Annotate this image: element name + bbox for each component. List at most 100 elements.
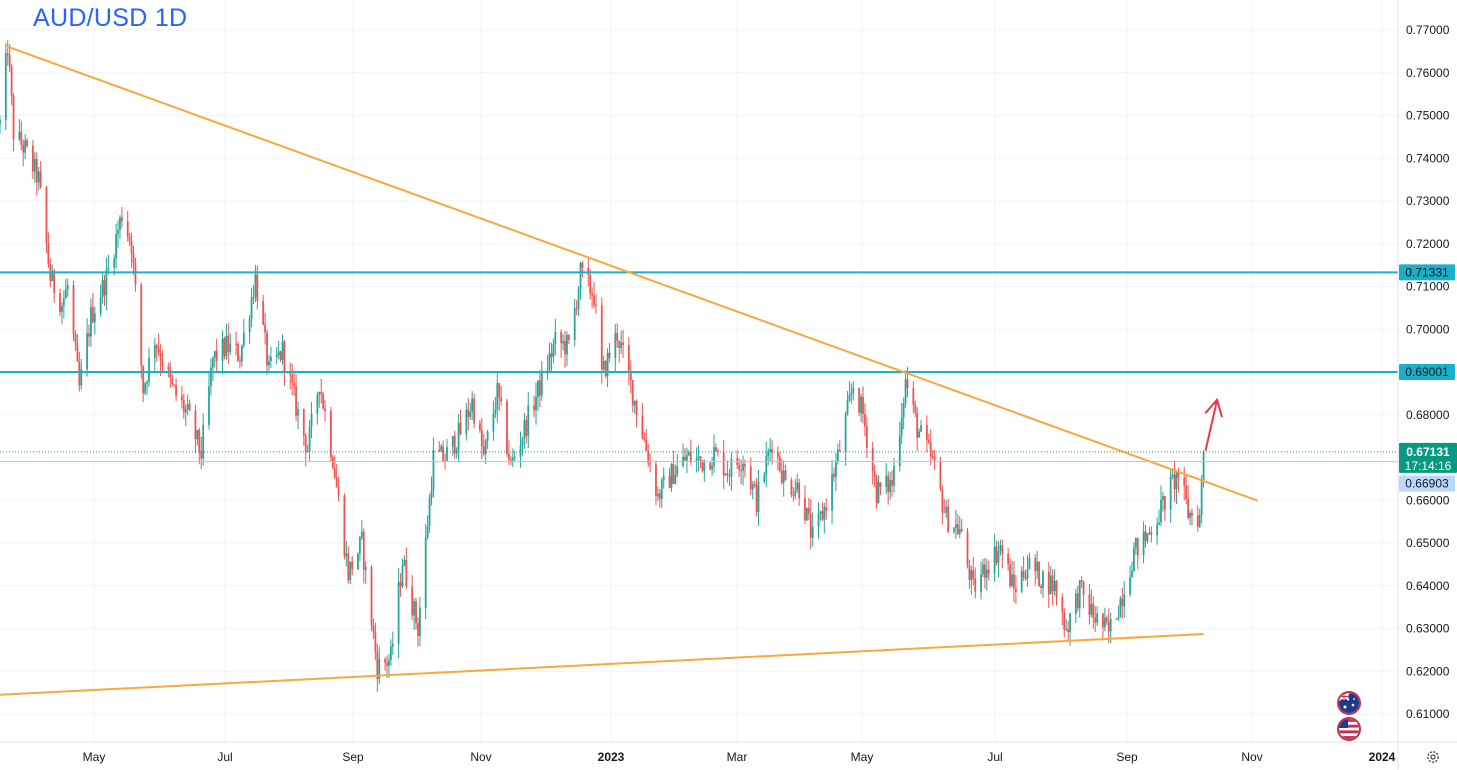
candle-down	[1055, 580, 1058, 598]
candle-down	[1022, 570, 1025, 578]
candle-up	[1074, 593, 1077, 614]
candle-up	[281, 341, 284, 360]
candle-down	[134, 262, 137, 285]
candle-up	[1202, 451, 1205, 482]
candle-down	[459, 422, 462, 434]
candle-down	[1136, 537, 1139, 556]
trendline	[7, 45, 1259, 502]
candle-up	[527, 405, 530, 436]
candle-up	[37, 171, 40, 183]
candle-up	[105, 269, 108, 296]
candle-up	[511, 457, 514, 461]
candle-down	[1150, 532, 1153, 536]
candle-down	[608, 352, 611, 359]
candle-down	[804, 498, 806, 521]
level-price-badge	[1399, 363, 1455, 380]
candle-down	[442, 446, 445, 461]
candle-up	[1156, 524, 1159, 536]
candle-up	[146, 381, 148, 384]
candle-down	[1107, 622, 1110, 632]
candle-up	[1162, 496, 1164, 501]
candle-up	[902, 402, 905, 418]
candle-down	[72, 285, 75, 334]
candle-down	[966, 531, 969, 566]
candle-up	[144, 383, 147, 394]
candle-up	[389, 646, 392, 661]
candle-up	[805, 507, 808, 521]
candle-up	[80, 369, 83, 386]
candle-up	[954, 524, 957, 528]
candle-up	[364, 566, 367, 570]
candle-up	[980, 574, 982, 592]
chart-settings-button[interactable]	[1422, 746, 1444, 768]
australia-flag-icon[interactable]	[1337, 691, 1361, 715]
candle-down	[771, 449, 773, 453]
candle-down	[931, 456, 934, 458]
candle-up	[566, 335, 568, 355]
level-price-badge	[1399, 264, 1455, 281]
candle-down	[333, 467, 336, 478]
candle-down	[753, 484, 756, 486]
candle-down	[1024, 577, 1027, 579]
candle-down	[283, 341, 286, 372]
candle-down	[960, 529, 963, 532]
candle-down	[239, 360, 241, 362]
candle-down	[591, 293, 594, 296]
candle-up	[562, 341, 564, 344]
candle-up	[602, 361, 605, 370]
candle-down	[262, 301, 265, 325]
candle-up	[633, 400, 636, 406]
candle-down	[362, 531, 365, 570]
candle-up	[107, 267, 110, 270]
candle-down	[738, 464, 741, 470]
candle-up	[90, 307, 92, 337]
candle-down	[939, 460, 942, 490]
y-tick-label: 0.62000	[1406, 664, 1450, 678]
candle-up	[1096, 613, 1099, 623]
y-tick-label: 0.61000	[1406, 707, 1450, 721]
drawings[interactable]	[0, 45, 1398, 696]
candle-up	[388, 660, 390, 666]
candle-up	[1109, 618, 1112, 632]
x-tick-label: 2023	[598, 750, 625, 764]
last-price-badge	[1399, 442, 1457, 473]
candle-down	[78, 361, 81, 386]
candle-down	[616, 332, 619, 341]
candle-up	[397, 582, 400, 644]
candle-up	[1011, 574, 1013, 587]
candle-down	[968, 565, 971, 581]
candle-up	[310, 413, 313, 427]
candle-down	[167, 366, 170, 370]
candle-up	[850, 392, 853, 396]
candle-down	[12, 96, 15, 140]
candle-down	[331, 457, 334, 468]
candle-down	[227, 335, 230, 353]
candle-down	[1185, 485, 1188, 500]
candle-up	[4, 53, 7, 121]
candle-up	[1042, 571, 1044, 588]
candle-down	[749, 466, 752, 490]
candle-down	[91, 307, 94, 323]
candle-down	[480, 430, 483, 447]
candle-down	[1092, 603, 1095, 618]
candle-up	[982, 564, 984, 575]
candle-down	[838, 449, 841, 452]
candle-down	[171, 377, 174, 385]
candle-down	[649, 463, 652, 465]
candle-up	[1171, 474, 1174, 477]
candle-up	[523, 420, 526, 439]
candle-down	[784, 470, 787, 481]
candle-up	[318, 391, 321, 396]
candle-up	[1160, 500, 1162, 523]
candle-down	[728, 475, 731, 477]
candle-up	[465, 409, 468, 434]
candle-down	[1121, 598, 1124, 607]
candle-up	[430, 490, 433, 498]
usa-flag-icon[interactable]	[1337, 717, 1361, 741]
candle-down	[329, 411, 332, 458]
candle-up	[424, 537, 427, 608]
y-tick-label: 0.72000	[1406, 237, 1450, 251]
candle-down	[790, 480, 793, 495]
candle-up	[1026, 569, 1029, 579]
